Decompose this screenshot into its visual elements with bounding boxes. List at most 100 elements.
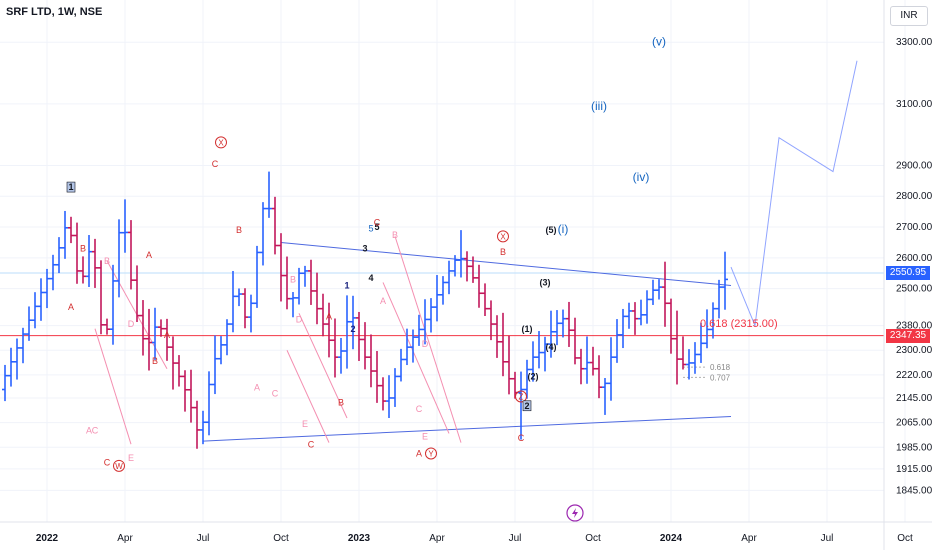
wave-label: C	[272, 388, 279, 398]
wave-label: 1	[68, 182, 73, 192]
wave-label: B	[80, 244, 86, 254]
wave-label: X	[500, 232, 506, 241]
wave-label: (2)	[528, 372, 539, 382]
y-tick-label: 2900.00	[896, 160, 932, 171]
wave-label-circle	[497, 230, 509, 243]
x-tick-label: Jul	[509, 533, 522, 544]
fib-level-label: 0.707	[710, 373, 731, 382]
wave-label: (iv)	[633, 170, 650, 184]
lightning-glyph	[572, 508, 578, 518]
wave-label: A	[254, 382, 260, 392]
wave-label: A	[380, 296, 386, 306]
x-tick-label: 2022	[36, 533, 59, 544]
wave-label-box	[522, 400, 532, 412]
wave-label: (iii)	[591, 99, 607, 113]
x-tick-label: Apr	[429, 533, 445, 544]
x-tick-label: Oct	[897, 533, 913, 544]
wave-label-circle	[425, 447, 437, 460]
wave-label: C	[518, 433, 525, 443]
wave-label: E	[422, 432, 428, 442]
y-tick-label: 2700.00	[896, 222, 932, 233]
wave-channel-line	[394, 236, 462, 443]
y-tick-label: 2145.00	[896, 393, 932, 404]
y-tick-label: 2220.00	[896, 370, 932, 381]
wave-channel-line	[298, 313, 348, 419]
wave-label: (4)	[546, 342, 557, 352]
wave-label: 5	[368, 224, 373, 234]
wave-label: (3)	[540, 278, 551, 288]
wave-label: D	[128, 319, 135, 329]
y-tick-label: 1985.00	[896, 442, 932, 453]
trendline	[280, 241, 732, 287]
wave-label: A	[416, 449, 422, 459]
wave-label: Y	[428, 450, 434, 459]
wave-label: 2	[350, 324, 355, 334]
trendline	[202, 415, 732, 442]
fib-level-label: 0.618	[710, 363, 731, 372]
wave-label: B	[338, 398, 344, 408]
ohlc-bars	[2, 171, 728, 449]
y-tick-label: 1915.00	[896, 464, 932, 475]
grid	[0, 0, 906, 522]
y-tick-label: 3300.00	[896, 37, 932, 48]
y-tick-label: 3100.00	[896, 99, 932, 110]
x-tick-label: Apr	[117, 533, 133, 544]
wave-label: X	[218, 138, 224, 147]
wave-label: 4	[368, 273, 373, 283]
y-tick-label: 2800.00	[896, 191, 932, 202]
wave-label-circle	[113, 459, 125, 472]
wave-label-box	[66, 181, 76, 193]
wave-label: (i)	[558, 222, 569, 236]
wave-label: E	[128, 453, 134, 463]
wave-label: A	[86, 425, 92, 435]
fib-annotation: 0.618 (2315.00)	[700, 318, 778, 330]
y-tick-label: 2300.00	[896, 345, 932, 356]
wave-channel-line	[286, 350, 330, 443]
wave-channel-line	[382, 282, 450, 434]
y-tick-label: 2380.00	[896, 321, 932, 332]
wave-label: (5)	[546, 225, 557, 235]
price-tag: 2550.95	[886, 265, 930, 280]
wave-label: B	[236, 225, 242, 235]
wave-label: A	[146, 250, 152, 260]
x-tick-label: Oct	[585, 533, 601, 544]
wave-label: C	[92, 425, 99, 435]
wave-channel-line	[94, 328, 132, 445]
wave-label-circle	[215, 136, 227, 149]
y-tick-label: 2500.00	[896, 284, 932, 295]
price-tag: 2347.35	[886, 328, 930, 343]
x-tick-label: Jul	[821, 533, 834, 544]
wave-label-circle	[515, 390, 527, 403]
x-tick-label: 2023	[348, 533, 371, 544]
chart-title: SRF LTD, 1W, NSE	[6, 6, 103, 18]
wave-label: B	[290, 274, 296, 284]
y-tick-label: 1845.00	[896, 485, 932, 496]
wave-label: 5	[374, 222, 379, 232]
wave-label: B	[500, 247, 506, 257]
wave-label: C	[212, 159, 219, 169]
wave-label: E	[302, 419, 308, 429]
x-tick-label: Jul	[197, 533, 210, 544]
x-tick-label: Oct	[273, 533, 289, 544]
wave-label: D	[422, 339, 429, 349]
wave-label: Z	[519, 393, 524, 402]
wave-label: B	[152, 356, 158, 366]
wave-label: 2	[524, 401, 529, 411]
wave-label: (1)	[522, 324, 533, 334]
x-tick-label: 2024	[660, 533, 683, 544]
projection-path	[730, 60, 858, 328]
currency-button[interactable]: INR	[890, 6, 928, 26]
wave-label: C	[374, 218, 381, 228]
wave-label: 3	[362, 244, 367, 254]
wave-label: D	[296, 315, 303, 325]
wave-label: B	[104, 256, 110, 266]
y-tick-label: 2065.00	[896, 418, 932, 429]
wave-label: 1	[344, 281, 349, 291]
wave-label: A	[326, 311, 332, 321]
wave-label: W	[115, 462, 123, 471]
